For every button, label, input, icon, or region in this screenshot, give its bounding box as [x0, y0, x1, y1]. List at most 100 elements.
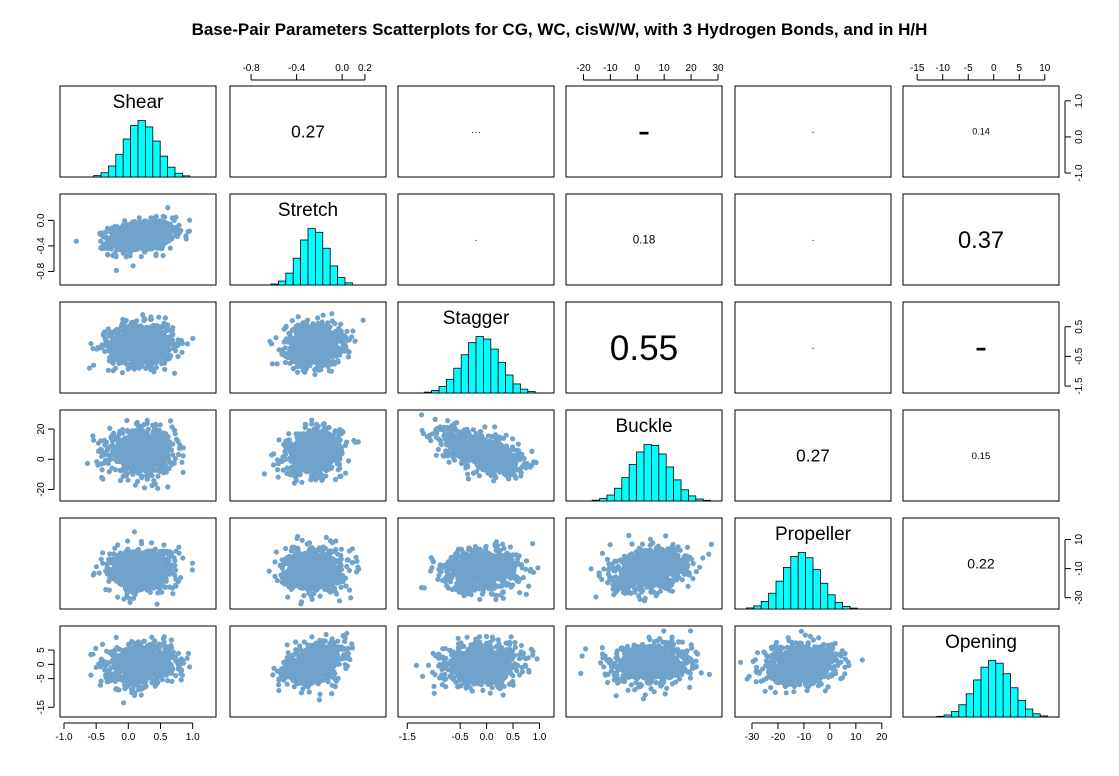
scatter-point [285, 352, 291, 358]
scatter-point [306, 361, 312, 367]
scatter-point [305, 430, 311, 436]
scatter-point [315, 315, 321, 321]
panel-frame [734, 85, 892, 178]
scatter-point [333, 347, 340, 353]
scatter-point [344, 348, 350, 354]
scatter-point [295, 461, 302, 467]
scatter-point [419, 412, 425, 418]
scatter-point [310, 321, 316, 327]
scatter-point [300, 446, 306, 453]
histogram-bar [285, 272, 294, 286]
scatter-point [179, 459, 185, 465]
scatter-point [146, 443, 152, 449]
scatter-point [280, 352, 287, 358]
histogram-bar [438, 386, 447, 394]
scatter-point [123, 441, 129, 447]
scatter-point [159, 246, 165, 252]
scatter-point [344, 328, 350, 334]
scatter-point [293, 455, 299, 462]
scatter-point [313, 477, 319, 483]
scatter-point [270, 462, 277, 468]
variable-label: Stagger [443, 308, 510, 329]
scatter-point [299, 479, 305, 485]
scatter-point [148, 222, 154, 228]
scatter-point [148, 316, 154, 322]
scatter-point [276, 347, 282, 353]
scatter-point [134, 244, 140, 250]
scatter-point [132, 358, 139, 364]
scatter-point [117, 360, 123, 366]
panel-r2-c1 [59, 193, 217, 286]
scatter-point [283, 359, 289, 366]
scatter-point [308, 472, 315, 478]
scatter-point [105, 339, 111, 345]
scatter-point [147, 245, 153, 252]
scatter-point [171, 346, 177, 352]
scatter-point [165, 205, 171, 211]
scatter-point [180, 445, 186, 451]
scatter-point [99, 447, 105, 454]
scatter-point [153, 213, 159, 219]
scatter-point [122, 218, 128, 224]
histogram-bar [431, 390, 440, 394]
scatter-point [326, 342, 332, 348]
scatter-point [140, 443, 146, 449]
scatter-point [338, 321, 344, 327]
scatter-point [309, 440, 315, 446]
scatter-point [151, 352, 157, 358]
scatter-point [340, 429, 346, 435]
scatter-point [99, 453, 105, 459]
scatter-point [171, 217, 177, 223]
scatter-point [129, 326, 135, 333]
scatter-point [132, 353, 138, 359]
scatter-point [184, 341, 191, 347]
histogram-bar [527, 391, 536, 394]
scatter-point [323, 473, 329, 479]
scatter-point [190, 335, 196, 341]
scatter-point [509, 444, 516, 450]
scatter-point [123, 473, 129, 479]
scatter-point [290, 335, 296, 341]
scatter-point [291, 340, 297, 346]
scatter-point [306, 325, 312, 331]
scatter-point [118, 327, 125, 333]
scatter-point [168, 418, 174, 424]
panel-r3-c1 [59, 301, 217, 394]
scatter-point [308, 334, 314, 340]
scatter-point [291, 346, 297, 353]
scatter-point [110, 360, 116, 366]
histogram-bar [520, 388, 529, 394]
scatter-point [327, 435, 333, 441]
scatter-point [138, 254, 144, 260]
scatter-point [342, 442, 348, 448]
scatter-point [152, 218, 158, 224]
scatter-point [136, 457, 142, 463]
scatter-point [317, 434, 323, 440]
histogram-bar [344, 282, 353, 286]
scatter-point [321, 362, 327, 368]
histogram-bar [337, 277, 346, 286]
scatter-point [124, 241, 130, 247]
scatter-point [292, 469, 298, 475]
panel-r3-c3: Stagger [397, 301, 555, 394]
scatter-point [127, 247, 134, 253]
scatter-point [151, 478, 157, 484]
chart-title: Base-Pair Parameters Scatterplots for CG… [191, 20, 928, 39]
scatter-point [109, 330, 115, 336]
scatter-point [180, 469, 186, 475]
scatter-point [139, 427, 145, 433]
scatter-point [107, 425, 113, 431]
scatter-point [167, 245, 173, 251]
scatter-point [326, 424, 332, 431]
scatter-point [109, 442, 115, 448]
scatter-point [317, 327, 323, 333]
scatter-point [312, 367, 318, 373]
scatter-point [326, 353, 332, 359]
scatter-point [100, 476, 106, 482]
scatter-point [97, 231, 103, 237]
scatter-point [318, 449, 324, 455]
scatter-point [341, 333, 347, 339]
scatter-point [350, 328, 356, 334]
scatter-point [175, 451, 182, 458]
scatter-point [90, 433, 96, 439]
